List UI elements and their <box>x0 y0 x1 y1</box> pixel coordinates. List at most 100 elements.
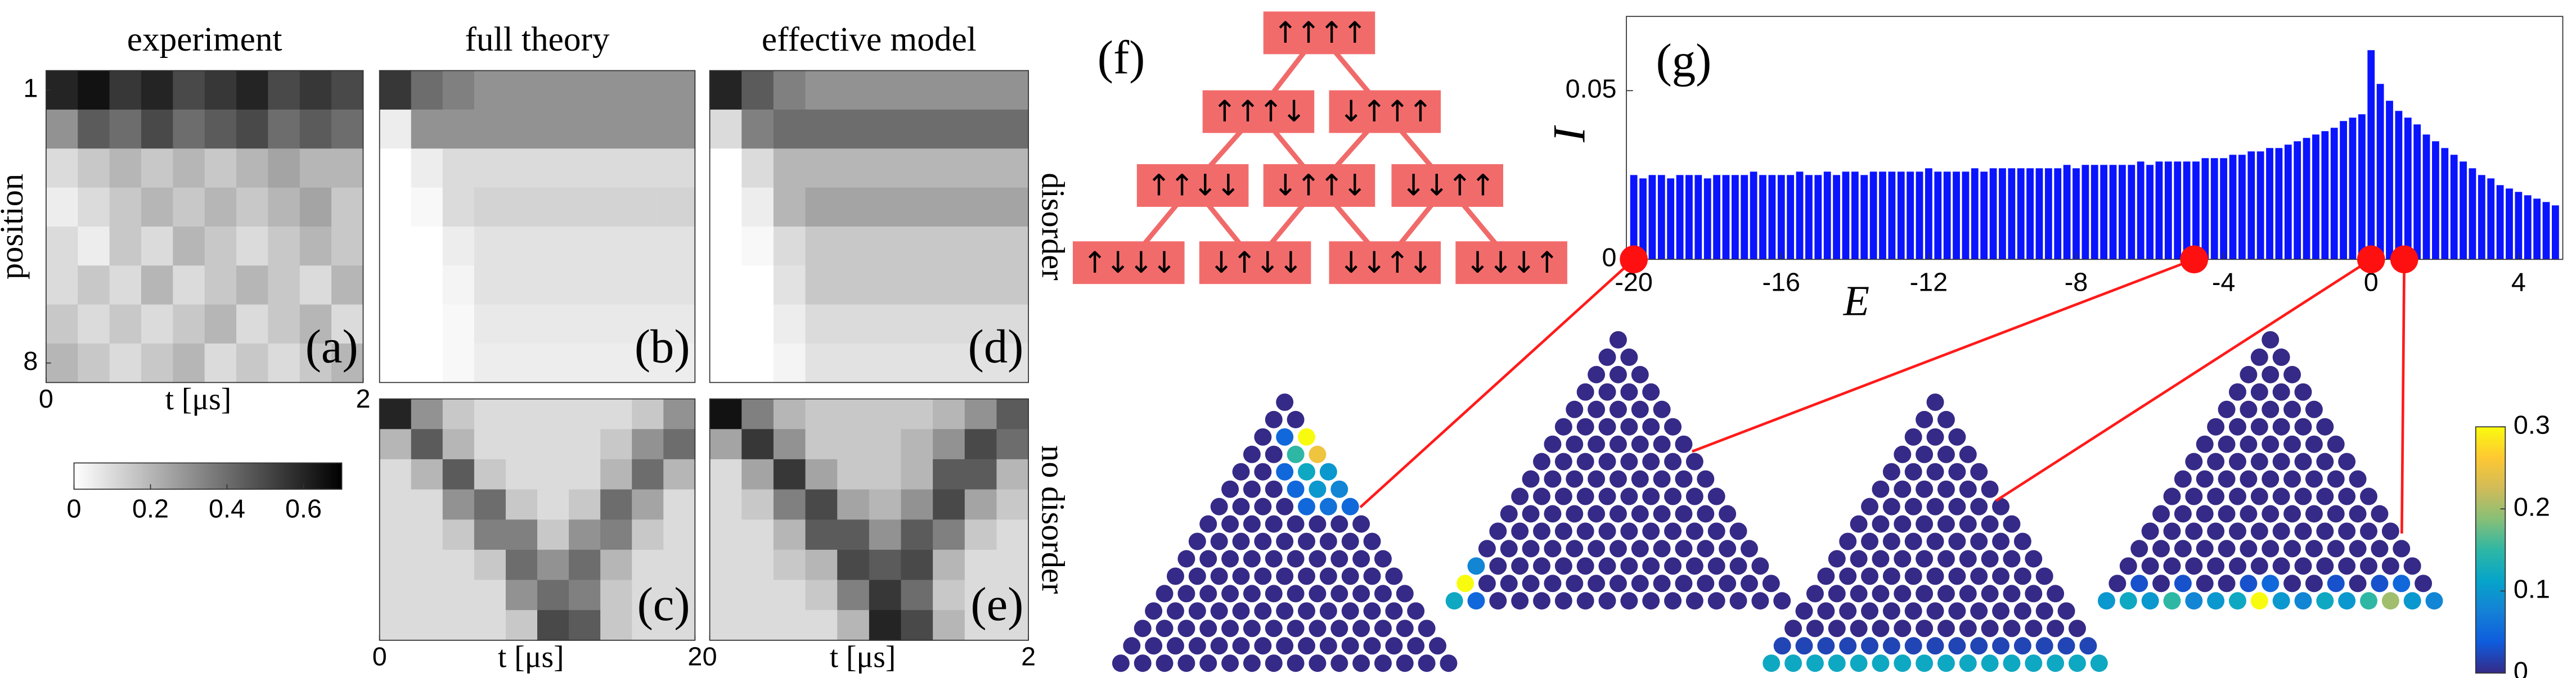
lattice-site <box>2283 365 2301 383</box>
lattice-site <box>1828 550 1846 568</box>
lattice-site <box>2141 592 2159 610</box>
heat-cell <box>901 187 934 227</box>
lattice-site <box>1500 505 1518 523</box>
bar <box>2321 131 2329 260</box>
lattice-site <box>1319 602 1337 620</box>
lattice-site <box>2272 348 2290 366</box>
connector-line <box>2400 259 2406 534</box>
lattice-site <box>1959 515 1977 533</box>
heat-cell <box>537 519 569 550</box>
y-tick-label: 0.05 <box>1566 74 1617 103</box>
lattice-site <box>2305 540 2323 558</box>
lattice-site <box>1418 620 1436 638</box>
heat-cell <box>505 70 538 110</box>
heat-cell <box>78 187 110 227</box>
lattice-site <box>1500 575 1518 593</box>
lattice-site <box>1210 498 1228 516</box>
lattice-site <box>1576 453 1594 471</box>
lattice-site <box>1926 393 1944 411</box>
lattice-site <box>2185 487 2203 505</box>
heat-cell <box>442 429 475 460</box>
lattice-site <box>2349 540 2367 558</box>
heat-cell <box>442 489 475 521</box>
heat-cell <box>204 265 237 305</box>
heat-cell <box>709 399 743 430</box>
lattice-site <box>1620 522 1638 540</box>
lattice-site <box>1675 435 1693 453</box>
heat-cell <box>474 610 506 641</box>
lattice-site <box>1992 637 2010 655</box>
heat-cell <box>474 580 506 611</box>
colorbar-tick-label: 0.3 <box>2514 410 2550 440</box>
heat-cell <box>236 70 269 110</box>
x-tick-label: 2 <box>356 384 370 413</box>
connector-line <box>1692 258 2195 453</box>
bar <box>2340 121 2347 260</box>
heat-cell <box>411 148 443 188</box>
lattice-site <box>1566 505 1584 523</box>
lattice-site <box>1729 557 1747 575</box>
panel-label: (c) <box>637 578 690 631</box>
heat-cell <box>411 399 443 430</box>
heat-cell <box>837 610 870 641</box>
heat-cell <box>773 265 806 305</box>
bar <box>2164 161 2172 260</box>
lattice-site <box>1609 365 1627 383</box>
heat-cell <box>996 226 1029 266</box>
lattice-site <box>1850 585 1868 603</box>
lattice-site <box>2294 453 2312 471</box>
heat-cell <box>379 265 412 305</box>
heat-cell <box>901 429 934 460</box>
y-tick-label: 1 <box>23 74 38 103</box>
lattice-site <box>1882 463 1900 481</box>
heat-cell <box>268 148 300 188</box>
lattice-site <box>1861 532 1878 550</box>
lattice-site <box>1429 637 1446 655</box>
tree-node <box>1263 164 1375 207</box>
lattice-site <box>1309 445 1327 463</box>
tree-node <box>1263 11 1375 55</box>
heat-cell <box>741 70 774 110</box>
lattice-site <box>2250 557 2268 575</box>
lattice-site <box>2349 470 2367 488</box>
lattice-site <box>1916 550 1934 568</box>
panel-label: (f) <box>1098 31 1145 84</box>
lattice-site <box>2403 592 2421 610</box>
heat-cell <box>996 343 1029 383</box>
lattice-site <box>1817 567 1835 585</box>
heat-cell <box>773 459 806 490</box>
lattice-site <box>2272 453 2290 471</box>
heat-cell <box>901 580 934 611</box>
lattice-site <box>1576 592 1594 610</box>
lattice-site <box>1478 575 1496 593</box>
lattice-site <box>2003 515 2021 533</box>
heat-cell <box>569 519 601 550</box>
heat-cell <box>805 580 838 611</box>
plot-frame <box>46 70 364 383</box>
heat-cell <box>173 187 205 227</box>
bar <box>2303 138 2310 260</box>
panel-title: full theory <box>465 20 609 58</box>
lattice-site <box>1894 480 1912 498</box>
lattice-site <box>1992 602 2010 620</box>
tree-node-label: ↑↑↓↓ <box>1147 169 1239 203</box>
lattice-site <box>1664 487 1682 505</box>
lattice-site <box>1276 498 1294 516</box>
heat-cell <box>663 304 696 344</box>
lattice-site <box>1937 480 1955 498</box>
heat-cell <box>964 265 997 305</box>
lattice-site <box>1839 637 1857 655</box>
lattice-site <box>1287 410 1305 428</box>
lattice-site <box>1861 567 1878 585</box>
heat-cell <box>379 226 412 266</box>
heat-cell <box>78 70 110 110</box>
lattice-site <box>2068 620 2086 638</box>
lattice-site <box>2250 418 2268 436</box>
lattice-site <box>1685 453 1703 471</box>
lattice-site <box>2305 575 2323 593</box>
lattice-site <box>2141 557 2159 575</box>
lattice-site <box>1396 585 1414 603</box>
lattice-site <box>1243 515 1261 533</box>
lattice-site <box>1199 550 1217 568</box>
x-axis-label: t [μs] <box>498 640 564 675</box>
